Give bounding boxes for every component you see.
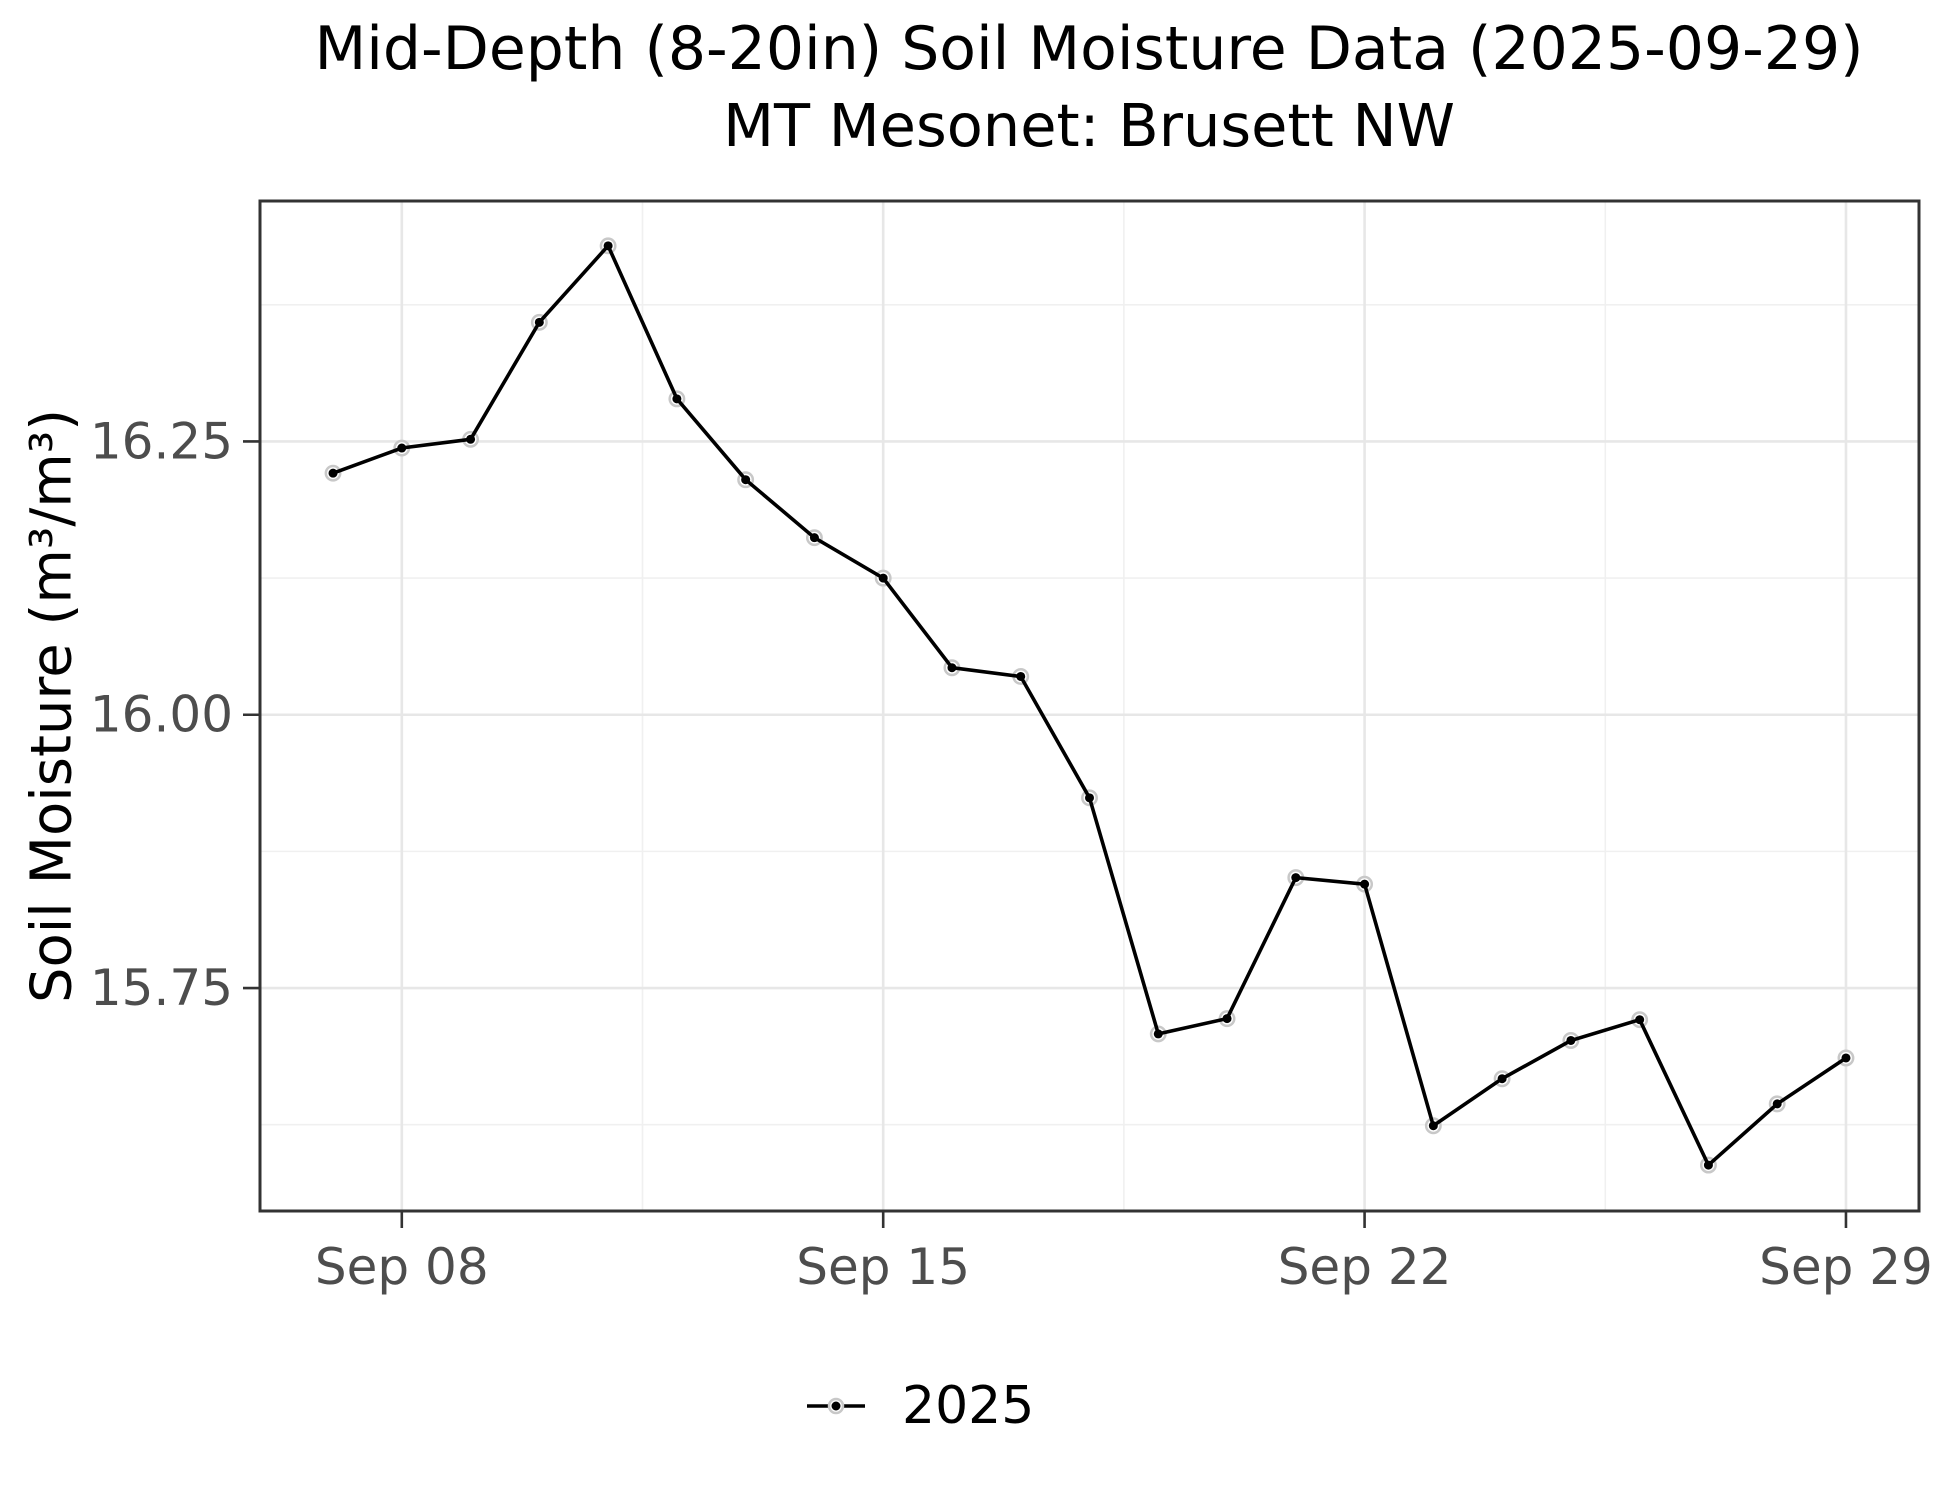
data-point [1841,1053,1851,1063]
data-point [1291,873,1301,883]
data-point [534,317,544,327]
data-point [1428,1121,1438,1131]
panel-border [258,199,1921,1213]
data-point [1497,1074,1507,1084]
data-point [1360,879,1370,889]
x-tick-label: Sep 08 [315,1238,489,1296]
data-point [878,573,888,583]
data-point [1085,793,1094,803]
data-point [947,663,957,673]
legend-key-icon [807,1397,865,1415]
data-point [1703,1160,1713,1170]
data-point [1153,1029,1163,1039]
y-tick-label: 16.00 [90,686,233,744]
x-tick-label: Sep 22 [1278,1238,1452,1296]
data-point [328,468,338,478]
legend-label: 2025 [902,1376,1035,1436]
data-point [1016,671,1026,681]
y-tick-label: 15.75 [90,959,233,1017]
data-point [672,394,682,404]
data-point [603,241,613,251]
x-tick-label: Sep 15 [796,1238,970,1296]
x-tick-label: Sep 29 [1759,1238,1933,1296]
chart-subtitle: MT Mesonet: Brusett NW [723,91,1455,160]
legend: 2025 [804,1378,1034,1434]
chart-title: Mid-Depth (8-20in) Soil Moisture Data (2… [314,14,1864,84]
y-tick-label: 16.25 [90,412,233,470]
data-point [1635,1015,1645,1025]
data-line-2025 [332,242,1847,1169]
data-point [741,475,751,485]
data-point [397,443,407,453]
data-point [1222,1014,1232,1024]
data-point [809,533,819,543]
data-point [466,434,476,444]
data-point [1566,1035,1576,1045]
data-point [1772,1099,1782,1109]
